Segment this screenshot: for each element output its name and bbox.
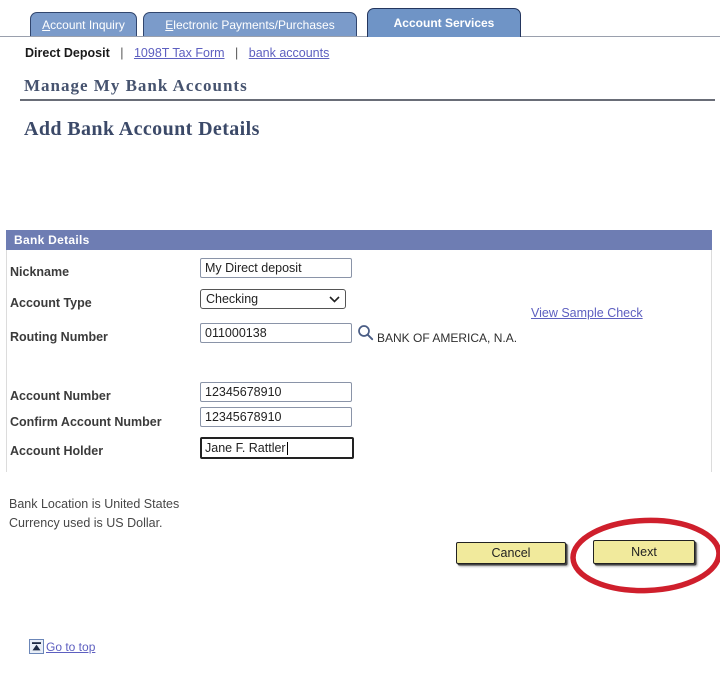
routing-number-label: Routing Number xyxy=(10,330,108,344)
breadcrumb-separator: | xyxy=(120,46,124,60)
routing-number-input[interactable] xyxy=(200,323,352,343)
go-to-top-link[interactable]: Go to top xyxy=(46,640,96,654)
account-holder-input[interactable]: Jane F. Rattler xyxy=(200,437,354,459)
page-title-divider xyxy=(20,99,715,101)
scroll-to-top-icon xyxy=(29,639,44,654)
confirm-account-number-input[interactable] xyxy=(200,407,352,427)
account-type-label: Account Type xyxy=(10,296,92,310)
nickname-label: Nickname xyxy=(10,265,70,279)
view-sample-check-link[interactable]: View Sample Check xyxy=(531,306,643,320)
bank-name-text: BANK OF AMERICA, N.A. xyxy=(377,331,518,345)
account-number-input[interactable] xyxy=(200,382,352,402)
tab-bar-divider xyxy=(0,36,720,37)
chevron-down-icon xyxy=(329,295,340,303)
bank-details-header: Bank Details xyxy=(6,230,712,250)
confirm-account-number-label: Confirm Account Number xyxy=(10,415,162,429)
tab-account-inquiry[interactable]: Account Inquiry xyxy=(30,12,137,36)
account-number-label: Account Number xyxy=(10,389,111,403)
breadcrumb-bank-accounts-link[interactable]: bank accounts xyxy=(248,46,330,60)
tab-label: ccount Inquiry xyxy=(50,17,125,32)
currency-note: Currency used is US Dollar. xyxy=(9,516,163,530)
nickname-input[interactable] xyxy=(200,258,352,278)
account-holder-value: Jane F. Rattler xyxy=(205,441,286,455)
breadcrumb-separator: | xyxy=(235,46,239,60)
tab-electronic-payments-purchases[interactable]: Electronic Payments/Purchases xyxy=(143,12,357,36)
account-holder-label: Account Holder xyxy=(10,444,104,458)
bank-details-panel xyxy=(6,250,712,472)
tab-account-services[interactable]: Account Services xyxy=(367,8,521,37)
tab-label-accesskey: A xyxy=(42,17,51,32)
tab-label: lectronic Payments/Purchases xyxy=(173,17,335,32)
breadcrumb-direct-deposit: Direct Deposit xyxy=(25,46,110,60)
text-cursor xyxy=(286,441,288,455)
tab-label-accesskey: E xyxy=(165,17,174,32)
next-button[interactable]: Next xyxy=(593,540,695,564)
account-type-select[interactable]: Checking xyxy=(200,289,346,309)
section-title: Add Bank Account Details xyxy=(24,118,260,140)
bank-location-note: Bank Location is United States xyxy=(9,497,180,511)
routing-number-lookup-search-icon[interactable] xyxy=(357,324,374,341)
breadcrumb: Direct Deposit | 1098T Tax Form | bank a… xyxy=(25,46,329,60)
tab-label: Account Services xyxy=(393,16,495,30)
page-title: Manage My Bank Accounts xyxy=(24,76,248,95)
cancel-button[interactable]: Cancel xyxy=(456,542,566,564)
breadcrumb-1098t-tax-form-link[interactable]: 1098T Tax Form xyxy=(133,46,225,60)
go-to-top[interactable]: Go to top xyxy=(29,639,95,654)
account-type-selected-value: Checking xyxy=(206,292,259,306)
